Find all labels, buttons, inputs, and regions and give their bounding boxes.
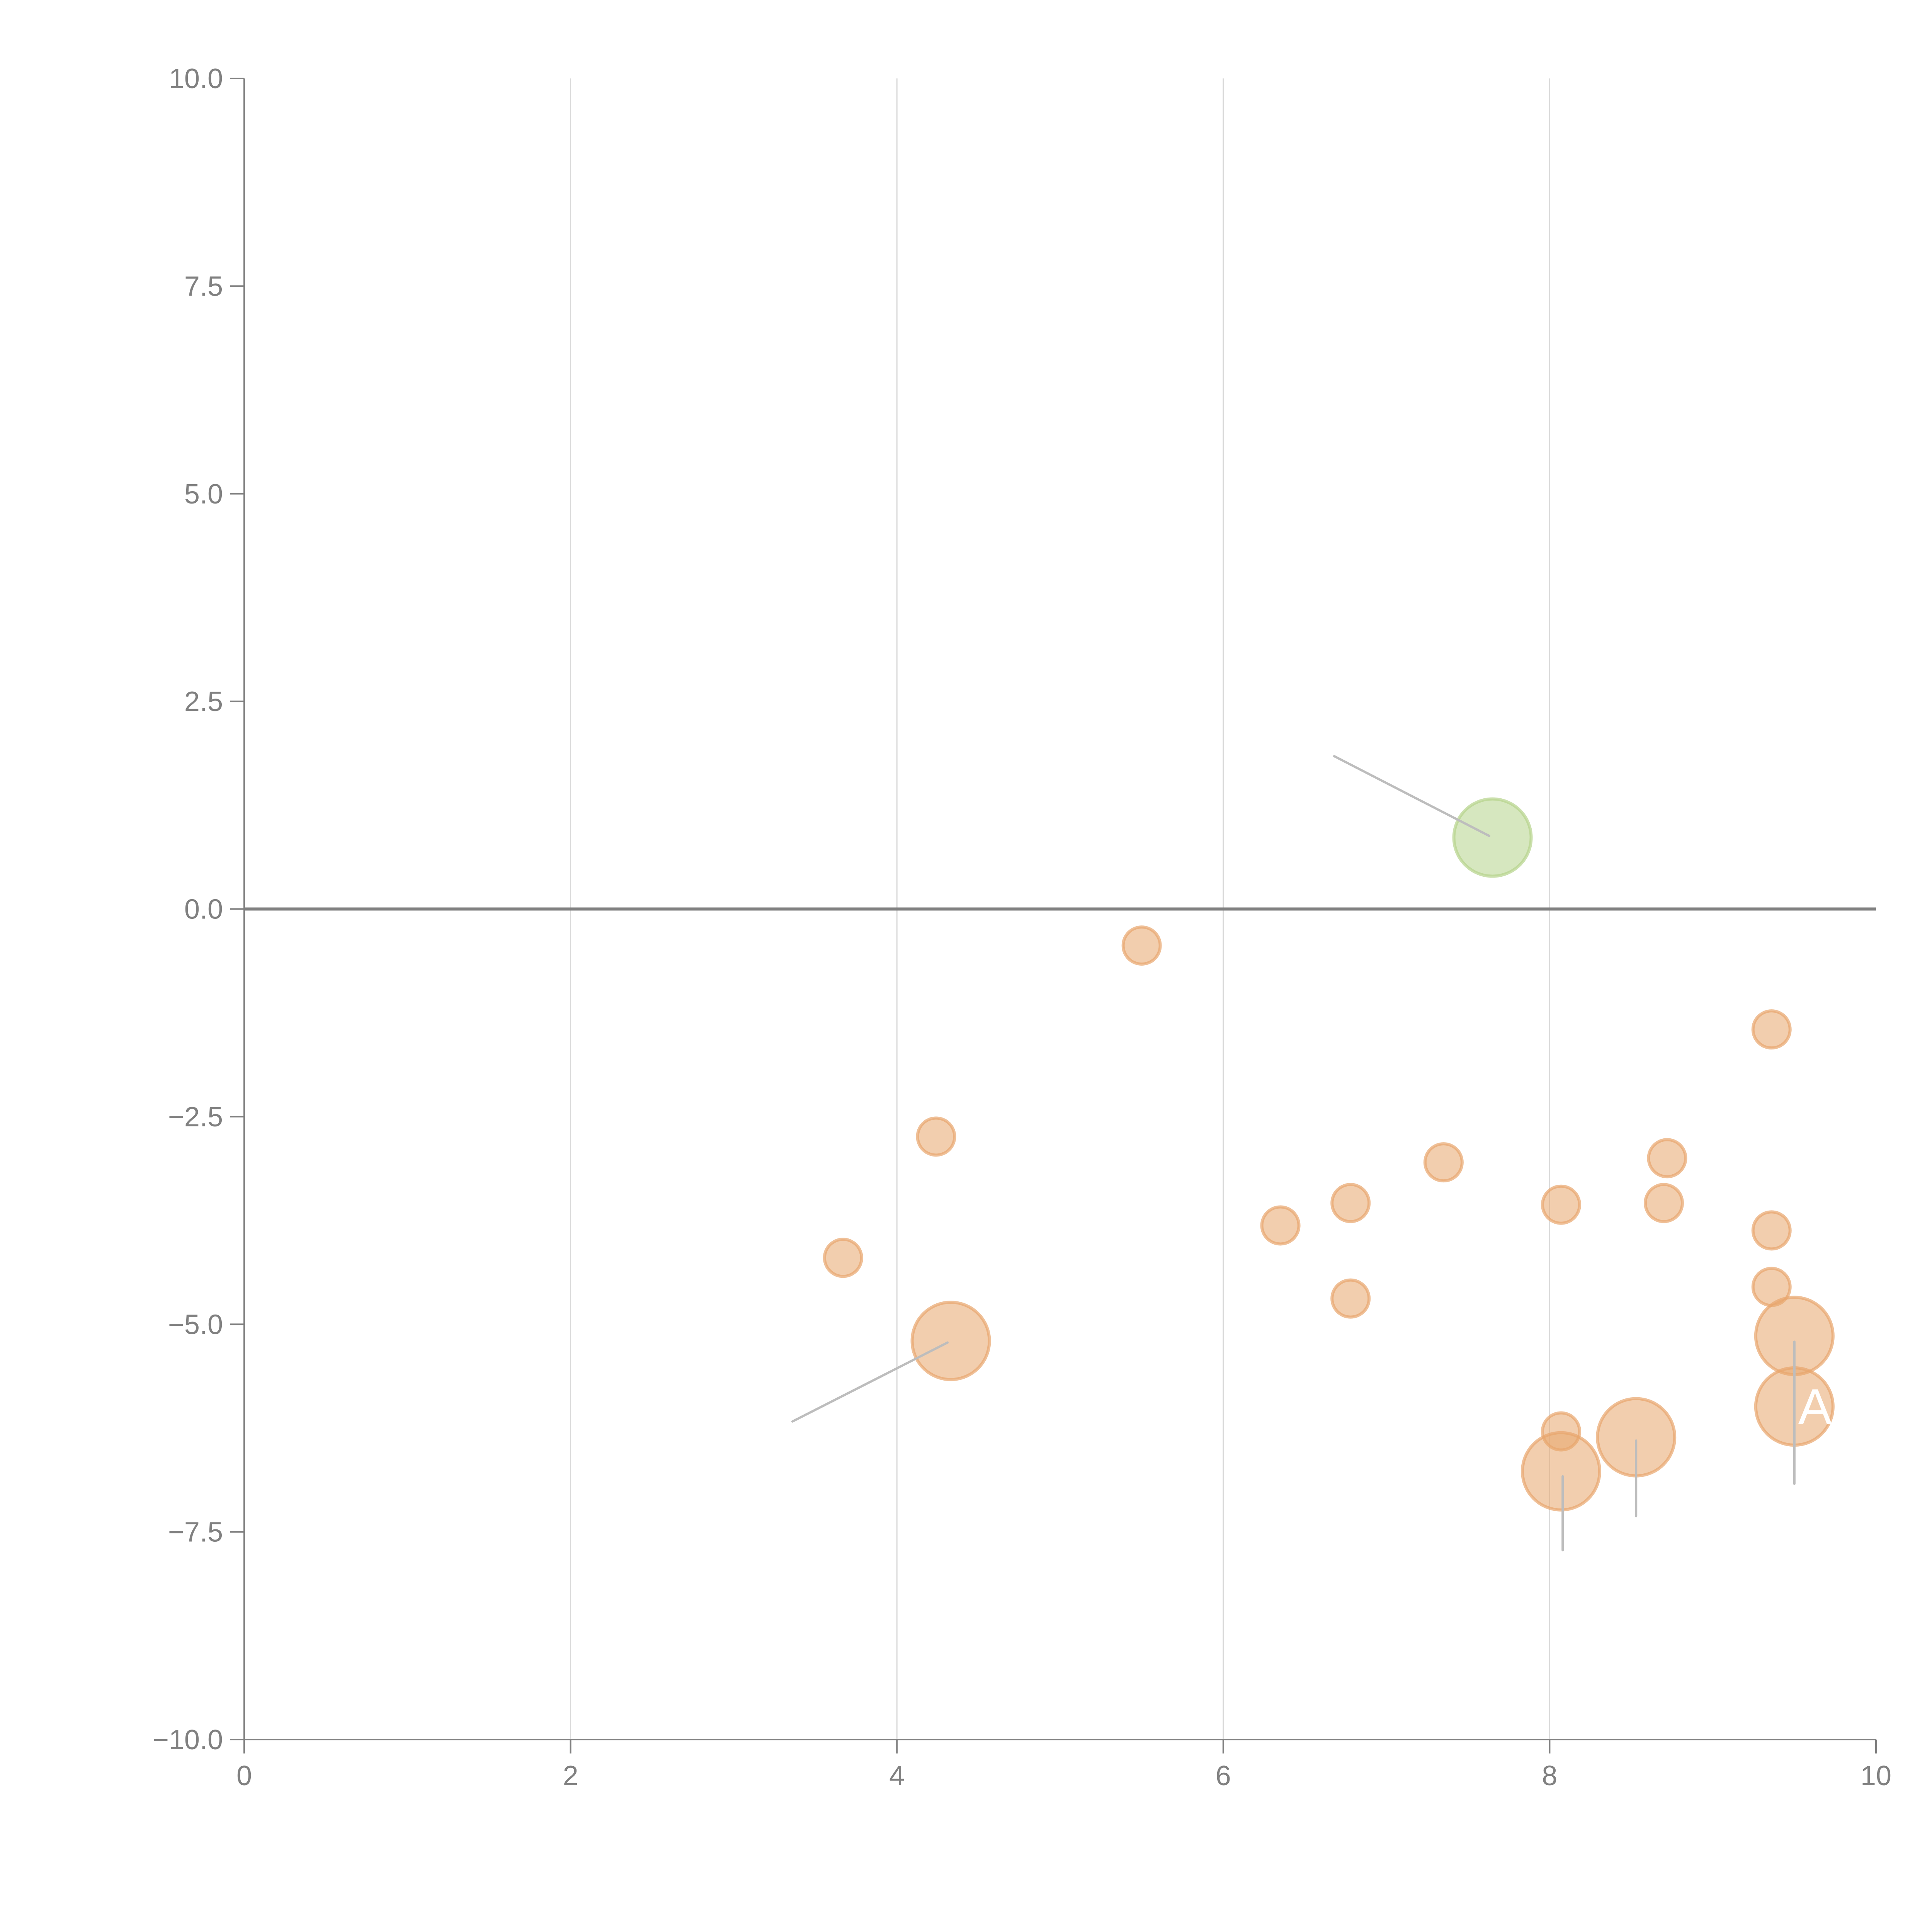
data-points [823, 797, 1835, 1512]
data-point [1647, 1138, 1687, 1179]
data-point [1260, 1205, 1301, 1246]
leader-line [1333, 755, 1491, 837]
axes: 10.0 7.5 5.0 2.5 0.0 −2.5 −5.0 −7.5 −10.0 0 2 4 6 8 10 [153, 63, 1891, 1791]
data-point [916, 1116, 956, 1157]
data-point [910, 1301, 991, 1381]
point-label: A [1798, 1378, 1832, 1435]
y-tick-label: 2.5 [184, 686, 223, 717]
x-tick-label: 4 [889, 1760, 905, 1791]
data-point [1423, 1142, 1464, 1183]
data-point-positive [1452, 797, 1533, 878]
data-point [823, 1238, 863, 1278]
data-point [1751, 1009, 1792, 1050]
y-tick-label: 5.0 [184, 479, 223, 510]
data-point [1121, 925, 1162, 966]
leader-lines [791, 755, 1796, 1551]
y-tick-label: −2.5 [168, 1102, 223, 1133]
x-tick-label: 0 [236, 1760, 252, 1791]
data-point [1644, 1183, 1684, 1223]
x-tick-label: 8 [1542, 1760, 1557, 1791]
leader-line [791, 1341, 949, 1423]
x-tick-label: 6 [1216, 1760, 1231, 1791]
x-tick-label: 10 [1861, 1760, 1891, 1791]
data-point [1330, 1278, 1371, 1319]
data-point [1330, 1183, 1371, 1223]
x-tick-label: 2 [563, 1760, 578, 1791]
data-point [1751, 1210, 1792, 1251]
data-point [1520, 1431, 1601, 1512]
y-tick-label: −7.5 [168, 1517, 223, 1548]
y-tick-label: 7.5 [184, 271, 223, 302]
point-labels: A [1798, 1378, 1832, 1435]
y-tick-label: −5.0 [168, 1309, 223, 1340]
y-tick-label: −10.0 [153, 1725, 223, 1755]
data-point [1541, 1184, 1581, 1225]
y-tick-label: 10.0 [169, 63, 223, 94]
y-tick-label: 0.0 [184, 894, 223, 925]
